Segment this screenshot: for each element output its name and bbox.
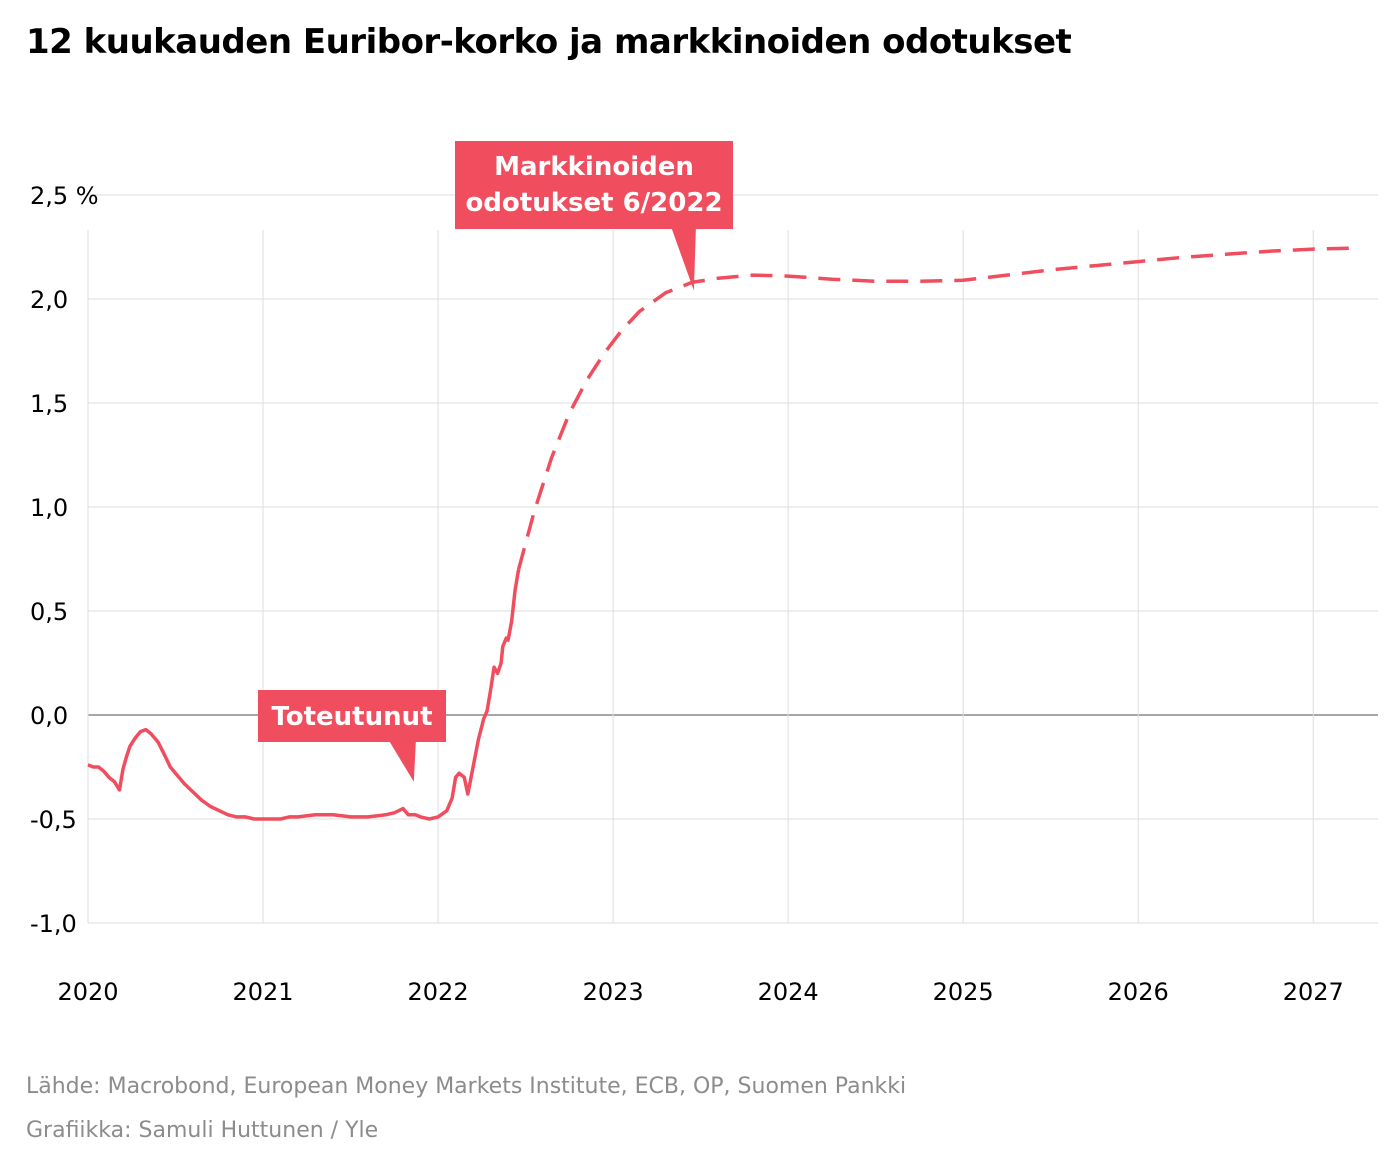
callout-label-line: Markkinoiden [494, 152, 694, 182]
y-tick-label: 2,0 [30, 286, 68, 314]
series-lines [87, 246, 1358, 821]
y-tick-label: 0,5 [30, 598, 68, 626]
callouts: Toteutunut Markkinoiden odotukset 6/2022 [258, 141, 733, 782]
x-tick-label: 2025 [933, 978, 994, 1006]
source-note: Lähde: Macrobond, European Money Markets… [26, 1074, 907, 1099]
y-tick-label: 0,0 [30, 702, 68, 730]
x-tick-label: 2027 [1283, 978, 1344, 1006]
line-chart: Toteutunut Markkinoiden odotukset 6/2022 -… [30, 141, 1378, 1006]
callout-actual: Toteutunut [258, 690, 446, 782]
x-tick-label: 2026 [1108, 978, 1169, 1006]
callout-box [258, 690, 446, 742]
callout-expected: Markkinoiden odotukset 6/2022 [455, 141, 733, 291]
y-tick-label: -0,5 [30, 806, 77, 834]
x-tick-label: 2022 [408, 978, 469, 1006]
callout-label-line: odotukset 6/2022 [465, 188, 722, 218]
callout-pointer [671, 229, 696, 291]
y-tick-label: -1,0 [30, 910, 77, 938]
x-tick-label: 2021 [232, 978, 293, 1006]
callout-pointer [389, 742, 416, 782]
series-line-actual [87, 569, 521, 821]
x-tick-label: 2020 [57, 978, 118, 1006]
x-tick-label: 2023 [583, 978, 644, 1006]
y-tick-label: 1,5 [30, 390, 68, 418]
callout-box [455, 141, 733, 229]
series-line-expected [516, 246, 1358, 570]
credit-note: Grafiikka: Samuli Huttunen / Yle [26, 1118, 379, 1143]
y-tick-label: 1,0 [30, 494, 68, 522]
grid [87, 194, 1378, 924]
x-tick-label: 2024 [758, 978, 819, 1006]
tick-labels: -1,0 -0,5 0,0 0,5 1,0 1,5 2,0 2,5 % 2020 2021 2022… [30, 182, 1344, 1006]
chart-title: 12 kuukauden Euribor-korko ja markkinoid… [26, 22, 1072, 62]
y-tick-label: 2,5 % [30, 182, 99, 210]
callout-label: Toteutunut [271, 702, 432, 732]
